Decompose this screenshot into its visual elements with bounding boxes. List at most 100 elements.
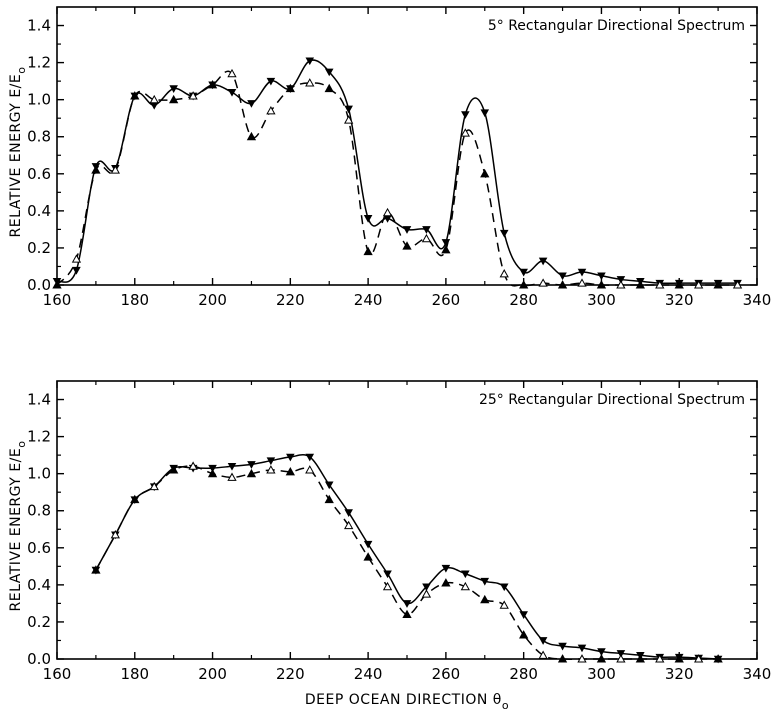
- x-axis-label-subscript: o: [502, 699, 509, 712]
- data-point-dashed: [266, 105, 276, 115]
- dashed-series-line: [56, 70, 738, 287]
- data-point-dashed: [596, 280, 607, 289]
- x-axis-label: DEEP OCEAN DIRECTION θo: [305, 692, 509, 712]
- x-tick-label: 280: [509, 291, 538, 309]
- data-point-dashed: [130, 494, 140, 504]
- data-point-dashed: [207, 80, 218, 89]
- data-point-dashed: [655, 280, 665, 289]
- x-tick-label: 180: [120, 665, 149, 683]
- x-tick-label: 160: [43, 291, 72, 309]
- data-point-solid: [247, 100, 256, 108]
- y-axis-label-subscript: o: [15, 441, 28, 448]
- data-point-solid: [266, 77, 276, 86]
- data-point-dashed: [285, 466, 295, 476]
- data-point-solid: [169, 85, 178, 93]
- data-point-solid: [558, 272, 567, 281]
- dashed-series-markers: [52, 68, 743, 289]
- data-point-dashed: [91, 165, 101, 174]
- data-point-solid: [577, 268, 587, 277]
- y-tick-label: 0.8: [27, 128, 51, 146]
- y-tick-label: 1.2: [27, 54, 51, 72]
- data-point-dashed: [499, 269, 509, 278]
- data-point-dashed: [285, 83, 295, 93]
- data-point-dashed: [363, 552, 373, 561]
- x-tick-label: 160: [43, 665, 72, 683]
- solid-series-markers: [52, 57, 742, 288]
- data-point-solid: [519, 611, 528, 619]
- data-point-solid: [461, 111, 470, 119]
- data-point-solid: [616, 276, 626, 284]
- data-point-dashed: [421, 589, 432, 598]
- data-point-dashed: [188, 91, 198, 100]
- data-point-dashed: [480, 594, 490, 604]
- data-point-solid: [558, 642, 567, 651]
- data-point-solid: [402, 226, 412, 234]
- data-point-solid: [227, 462, 237, 471]
- y-tick-label: 0.6: [27, 539, 51, 557]
- data-point-dashed: [402, 609, 412, 619]
- dashed-series-line: [95, 465, 719, 661]
- data-point-dashed: [557, 654, 568, 663]
- y-tick-label: 1.0: [27, 91, 51, 109]
- data-point-dashed: [616, 654, 626, 663]
- data-point-dashed: [480, 168, 490, 178]
- x-tick-label: 320: [665, 665, 694, 683]
- data-point-dashed: [149, 481, 159, 491]
- data-point-dashed: [557, 280, 568, 289]
- data-point-solid: [324, 68, 334, 77]
- data-point-dashed: [674, 280, 684, 289]
- solid-series-line: [95, 454, 719, 660]
- x-tick-label: 280: [509, 665, 538, 683]
- data-point-solid: [383, 570, 392, 579]
- data-point-dashed: [227, 472, 237, 481]
- data-point-dashed: [635, 280, 645, 289]
- data-point-dashed: [402, 241, 412, 250]
- data-point-dashed: [441, 244, 451, 254]
- data-point-dashed: [246, 468, 257, 478]
- x-tick-label: 180: [120, 291, 149, 309]
- data-point-solid: [363, 214, 373, 223]
- data-point-dashed: [674, 654, 684, 663]
- data-point-dashed: [596, 654, 607, 663]
- data-point-dashed: [169, 465, 179, 474]
- data-point-dashed: [305, 78, 315, 87]
- data-point-dashed: [188, 461, 198, 470]
- data-point-solid: [305, 57, 315, 66]
- x-axis-label-text: DEEP OCEAN DIRECTION θ: [305, 692, 502, 708]
- y-tick-label: 1.4: [27, 17, 51, 35]
- y-tick-label: 1.4: [27, 391, 51, 409]
- data-point-dashed: [324, 83, 334, 93]
- y-tick-label: 0.6: [27, 165, 51, 183]
- x-tick-label: 320: [665, 291, 694, 309]
- solid-series-line: [56, 59, 738, 285]
- y-tick-label: 0.2: [27, 613, 51, 631]
- data-point-solid: [499, 583, 509, 592]
- data-point-solid: [597, 272, 606, 281]
- data-point-dashed: [538, 278, 548, 287]
- y-tick-label: 1.2: [27, 428, 51, 446]
- y-tick-label: 0.4: [27, 202, 51, 220]
- x-tick-label: 300: [587, 665, 616, 683]
- chart-top: 160 180 200 220 240 260 280 300 320 340 0.0 0.2 0.4 0…: [8, 6, 771, 309]
- y-tick-label: 0.2: [27, 239, 51, 257]
- data-point-dashed: [577, 278, 587, 287]
- data-point-dashed: [577, 654, 587, 663]
- data-point-dashed: [130, 91, 140, 100]
- data-point-dashed: [732, 280, 743, 289]
- data-point-solid: [402, 600, 412, 608]
- y-axis-label: RELATIVE ENERGY E/Eo: [8, 441, 28, 612]
- data-point-solid: [538, 257, 548, 266]
- data-point-solid: [266, 457, 276, 466]
- data-point-dashed: [305, 465, 315, 474]
- x-tick-label: 220: [276, 291, 305, 309]
- x-tick-label: 340: [743, 665, 772, 683]
- x-tick-label: 300: [587, 291, 616, 309]
- data-point-dashed: [110, 165, 120, 174]
- data-point-dashed: [460, 128, 470, 137]
- data-point-dashed: [460, 581, 470, 591]
- data-point-solid: [480, 577, 490, 586]
- x-tick-label: 200: [198, 665, 227, 683]
- data-point-solid: [363, 540, 373, 549]
- data-point-solid: [422, 583, 431, 592]
